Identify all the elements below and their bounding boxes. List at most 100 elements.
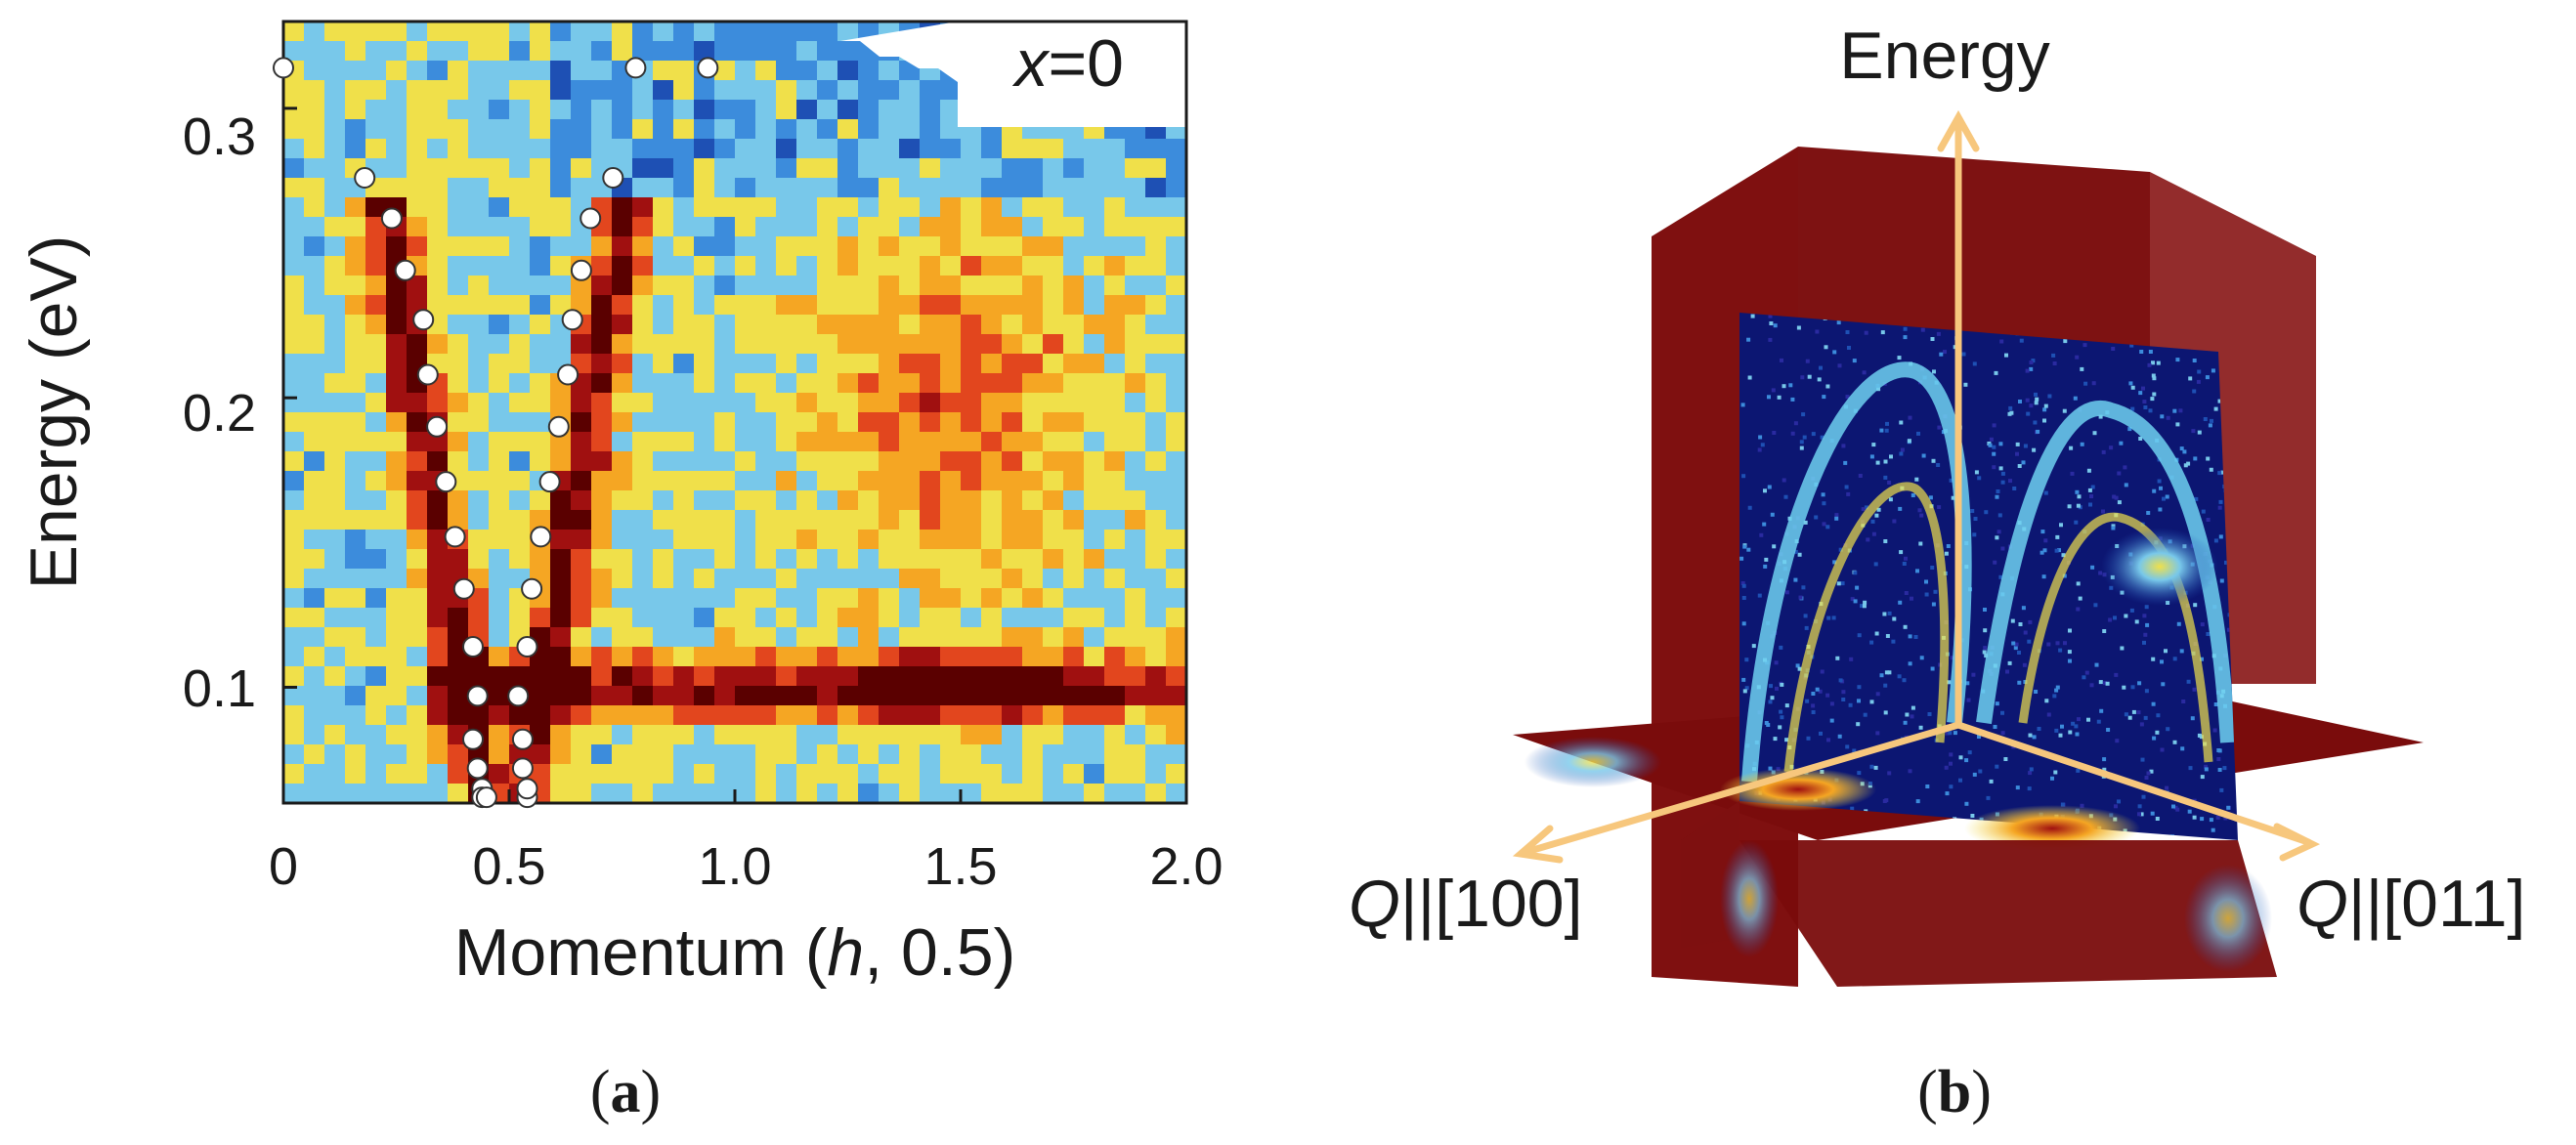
heatmap-cell bbox=[632, 334, 654, 355]
heatmap-cell bbox=[1063, 549, 1085, 570]
speckle-dot bbox=[1966, 698, 1971, 702]
heatmap-cell bbox=[817, 100, 838, 120]
speckle-dot bbox=[2219, 578, 2224, 583]
heatmap-cell bbox=[1022, 197, 1044, 218]
heatmap-cell bbox=[694, 119, 715, 140]
heatmap-cell bbox=[530, 432, 551, 452]
heatmap-cell bbox=[550, 608, 572, 628]
heatmap-cell bbox=[632, 158, 654, 179]
speckle-dot bbox=[1848, 702, 1853, 707]
heatmap-cell bbox=[796, 705, 818, 726]
heatmap-cell bbox=[283, 119, 305, 140]
heatmap-cell bbox=[571, 158, 592, 179]
heatmap-cell bbox=[509, 276, 531, 296]
heatmap-cell bbox=[858, 80, 880, 101]
heatmap-cell bbox=[1125, 354, 1146, 374]
data-point bbox=[416, 363, 439, 386]
heatmap-cell bbox=[837, 178, 859, 198]
heatmap-cell bbox=[1125, 588, 1146, 609]
heatmap-cell bbox=[632, 100, 654, 120]
speckle-dot bbox=[2019, 338, 2024, 343]
heatmap-cell bbox=[940, 588, 962, 609]
heatmap-cell bbox=[345, 530, 366, 550]
heatmap-cell bbox=[1145, 627, 1167, 648]
speckle-dot bbox=[1832, 560, 1837, 565]
speckle-dot bbox=[1856, 722, 1861, 727]
heatmap-cell bbox=[468, 608, 490, 628]
speckle-dot bbox=[1799, 445, 1804, 450]
speckle-dot bbox=[2074, 724, 2079, 729]
heatmap-cell bbox=[776, 315, 797, 335]
heatmap-cell bbox=[468, 256, 490, 276]
heatmap-cell bbox=[694, 158, 715, 179]
heatmap-cell bbox=[283, 21, 305, 42]
speckle-dot bbox=[1864, 505, 1868, 510]
speckle-dot bbox=[2172, 740, 2177, 744]
speckle-dot bbox=[2197, 369, 2202, 374]
heatmap-cell bbox=[489, 471, 510, 491]
heatmap-cell bbox=[776, 41, 797, 62]
heatmap-cell bbox=[324, 530, 346, 550]
heatmap-cell bbox=[550, 256, 572, 276]
speckle-dot bbox=[1998, 466, 2003, 471]
heatmap-cell bbox=[324, 569, 346, 589]
speckle-dot bbox=[2226, 805, 2231, 810]
speckle-dot bbox=[2047, 394, 2052, 399]
speckle-dot bbox=[2223, 816, 2228, 821]
heatmap-cell bbox=[714, 80, 736, 101]
inset-label-box bbox=[840, 21, 1186, 127]
speckle-dot bbox=[2144, 689, 2149, 694]
speckle-dot bbox=[2187, 809, 2192, 814]
heatmap-cell bbox=[530, 725, 551, 745]
heatmap-cell bbox=[940, 119, 962, 140]
heatmap-cell bbox=[961, 315, 982, 335]
heatmap-cell bbox=[386, 61, 408, 81]
heatmap-cell bbox=[879, 119, 900, 140]
speckle-dot bbox=[2108, 617, 2113, 622]
speckle-dot bbox=[2197, 430, 2202, 435]
heatmap-cell bbox=[858, 451, 880, 472]
speckle-dot bbox=[2124, 712, 2128, 717]
heatmap-cell bbox=[1063, 393, 1085, 413]
speckle-dot bbox=[1978, 769, 1983, 774]
heatmap-cell bbox=[940, 647, 962, 667]
speckle-dot bbox=[1836, 320, 1841, 325]
heatmap-cell bbox=[1104, 686, 1126, 706]
heatmap-cell bbox=[468, 490, 490, 511]
heatmap-cell bbox=[571, 530, 592, 550]
speckle-dot bbox=[1908, 634, 1912, 639]
heatmap-cell bbox=[817, 744, 838, 765]
heatmap-cell bbox=[1166, 608, 1186, 628]
heatmap-cell bbox=[407, 588, 428, 609]
heatmap-cell bbox=[591, 686, 613, 706]
speckle-dot bbox=[1770, 696, 1775, 700]
heatmap-cell bbox=[899, 588, 921, 609]
heatmap-cell bbox=[550, 705, 572, 726]
heatmap-cell bbox=[899, 530, 921, 550]
heatmap-cell bbox=[1104, 354, 1126, 374]
heatmap-cell bbox=[796, 158, 818, 179]
heatmap-cell bbox=[1002, 256, 1023, 276]
heatmap-cell bbox=[735, 119, 756, 140]
speckle-dot bbox=[2166, 415, 2170, 420]
speckle-dot bbox=[1891, 639, 1896, 644]
heatmap-cell bbox=[1125, 471, 1146, 491]
speckle-dot bbox=[2159, 486, 2163, 490]
heatmap-cell bbox=[714, 373, 736, 394]
speckle-dot bbox=[1819, 365, 1823, 370]
heatmap-cell bbox=[407, 725, 428, 745]
heatmap-cell bbox=[407, 608, 428, 628]
heatmap-cell bbox=[1084, 354, 1105, 374]
speckle-dot bbox=[2219, 787, 2224, 792]
speckle-dot bbox=[2008, 479, 2012, 484]
data-point bbox=[475, 786, 497, 809]
heatmap-cell bbox=[448, 666, 469, 687]
heatmap-cell bbox=[735, 139, 756, 159]
heatmap-cell bbox=[427, 725, 449, 745]
heatmap-cell bbox=[755, 764, 777, 785]
heatmap-cell bbox=[1166, 451, 1186, 472]
speckle-dot bbox=[2040, 530, 2045, 534]
speckle-dot bbox=[1875, 731, 1880, 736]
heatmap-cell bbox=[509, 295, 531, 316]
speckle-dot bbox=[2106, 728, 2111, 732]
